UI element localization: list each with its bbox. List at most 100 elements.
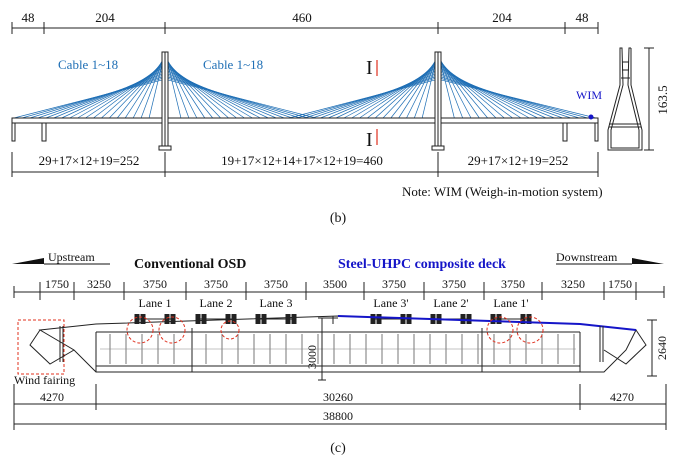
deck-dim-label: 3500 [323, 277, 347, 291]
stay-cable [320, 72, 439, 119]
stay-cable [69, 67, 166, 119]
vehicle-axle [490, 314, 532, 324]
title-steel-uhpc: Steel-UHPC composite deck [338, 257, 506, 272]
downstream-arrow [556, 258, 664, 265]
stay-cable [164, 66, 253, 119]
box-girder-section [38, 315, 637, 373]
depth-label: 3000 [305, 345, 319, 369]
section-mark-top: I [366, 57, 373, 79]
stay-cable [288, 78, 439, 119]
stay-cable [437, 62, 513, 119]
stay-cable [93, 62, 166, 119]
stay-cable [437, 72, 563, 119]
title-conventional-osd: Conventional OSD [134, 257, 246, 272]
lane-label: Lane 3' [373, 296, 408, 310]
deck-dim-label: 1750 [608, 277, 632, 291]
stay-cable [437, 67, 538, 119]
deck-dim-label: 3750 [501, 277, 525, 291]
cable-count-label: 29+17×12+19=252 [468, 153, 569, 168]
note-text: Note: WIM (Weigh-in-motion system) [402, 184, 603, 199]
stay-cable [164, 72, 285, 119]
auxiliary-piers [11, 122, 599, 142]
span-label: 460 [292, 10, 312, 25]
cable-label-right: Cable 1~18 [203, 57, 263, 72]
lane-label: Lane 2 [200, 296, 233, 310]
deck-dim-label: 3250 [87, 277, 111, 291]
lane-label: Lane 2' [433, 296, 468, 310]
vehicle-axle [195, 314, 237, 324]
stay-cable [45, 72, 166, 119]
bottom-dim-label: 4270 [40, 390, 64, 404]
steel-uhpc-deck-layer [337, 315, 637, 331]
cable-count-label: 19+17×12+14+17×12+19=460 [221, 153, 383, 168]
stay-cable [77, 66, 166, 119]
stay-cables [13, 51, 597, 119]
stay-cable [335, 69, 439, 119]
stay-cable [312, 74, 439, 119]
stay-cable [437, 66, 530, 119]
internal-diaphragms [100, 334, 576, 364]
span-label: 48 [576, 10, 589, 25]
deck-dim-label: 3750 [382, 277, 406, 291]
caption-c: (c) [330, 441, 346, 456]
stay-cable [343, 67, 439, 119]
detail-circles [126, 316, 544, 344]
cable-count-label: 29+17×12+19=252 [39, 153, 140, 168]
bottom-dimension-chain [13, 384, 667, 430]
wind-fairing-right [599, 326, 647, 365]
pylon-left [158, 51, 172, 151]
stay-cable [53, 70, 166, 119]
height-dimension [644, 47, 654, 151]
caption-b: (b) [330, 211, 347, 226]
deck-dim-label: 3750 [264, 277, 288, 291]
span-dimension-line [11, 22, 599, 34]
stay-cable [164, 78, 317, 119]
cable-count-dimension [11, 152, 599, 177]
stay-cable [437, 69, 547, 119]
wim-marker [588, 114, 594, 120]
pylon-elevation [607, 47, 643, 151]
stay-cable [85, 64, 166, 119]
deck-dim-label: 3750 [143, 277, 167, 291]
span-label: 204 [492, 10, 512, 25]
wind-fairing-left [29, 326, 75, 365]
bottom-dim-label: 30260 [323, 390, 353, 404]
wim-label: WIM [576, 88, 602, 102]
section-height-label: 2640 [655, 336, 669, 360]
height-dimension-right [647, 319, 657, 377]
wind-fairing-box [17, 319, 65, 375]
stay-cable [437, 61, 505, 119]
downstream-label: Downstream [556, 250, 618, 264]
deck-dim-label: 3750 [442, 277, 466, 291]
wind-fairing-label: Wind fairing [14, 373, 75, 387]
deck-girder [11, 117, 599, 124]
stay-cable [437, 70, 555, 119]
cable-label-left: Cable 1~18 [58, 57, 118, 72]
stay-cable [328, 70, 439, 119]
upstream-arrow [12, 258, 110, 265]
stay-cable [61, 69, 166, 119]
lane-label: Lane 3 [260, 296, 293, 310]
stay-cable [164, 74, 293, 119]
pylon-right [431, 51, 445, 151]
stay-cable [437, 74, 572, 119]
section-mark-bottom: I [366, 129, 373, 151]
deck-dim-label: 3250 [561, 277, 585, 291]
span-label: 48 [22, 10, 35, 25]
vehicle-axle [134, 314, 176, 324]
deck-dim-label: 1750 [45, 277, 69, 291]
stay-cable [351, 66, 439, 119]
stay-cable [367, 62, 439, 119]
stay-cable [164, 70, 277, 119]
stay-cable [37, 74, 166, 119]
pylon-height-label: 163.5 [655, 85, 670, 114]
stay-cable [164, 62, 237, 119]
stay-cable [164, 67, 261, 119]
stay-cable [437, 64, 522, 119]
stay-cable [437, 78, 597, 119]
upstream-label: Upstream [48, 250, 95, 264]
deck-dim-label: 3750 [204, 277, 228, 291]
centerline-lamp [328, 316, 338, 324]
total-width-label: 38800 [323, 409, 353, 423]
